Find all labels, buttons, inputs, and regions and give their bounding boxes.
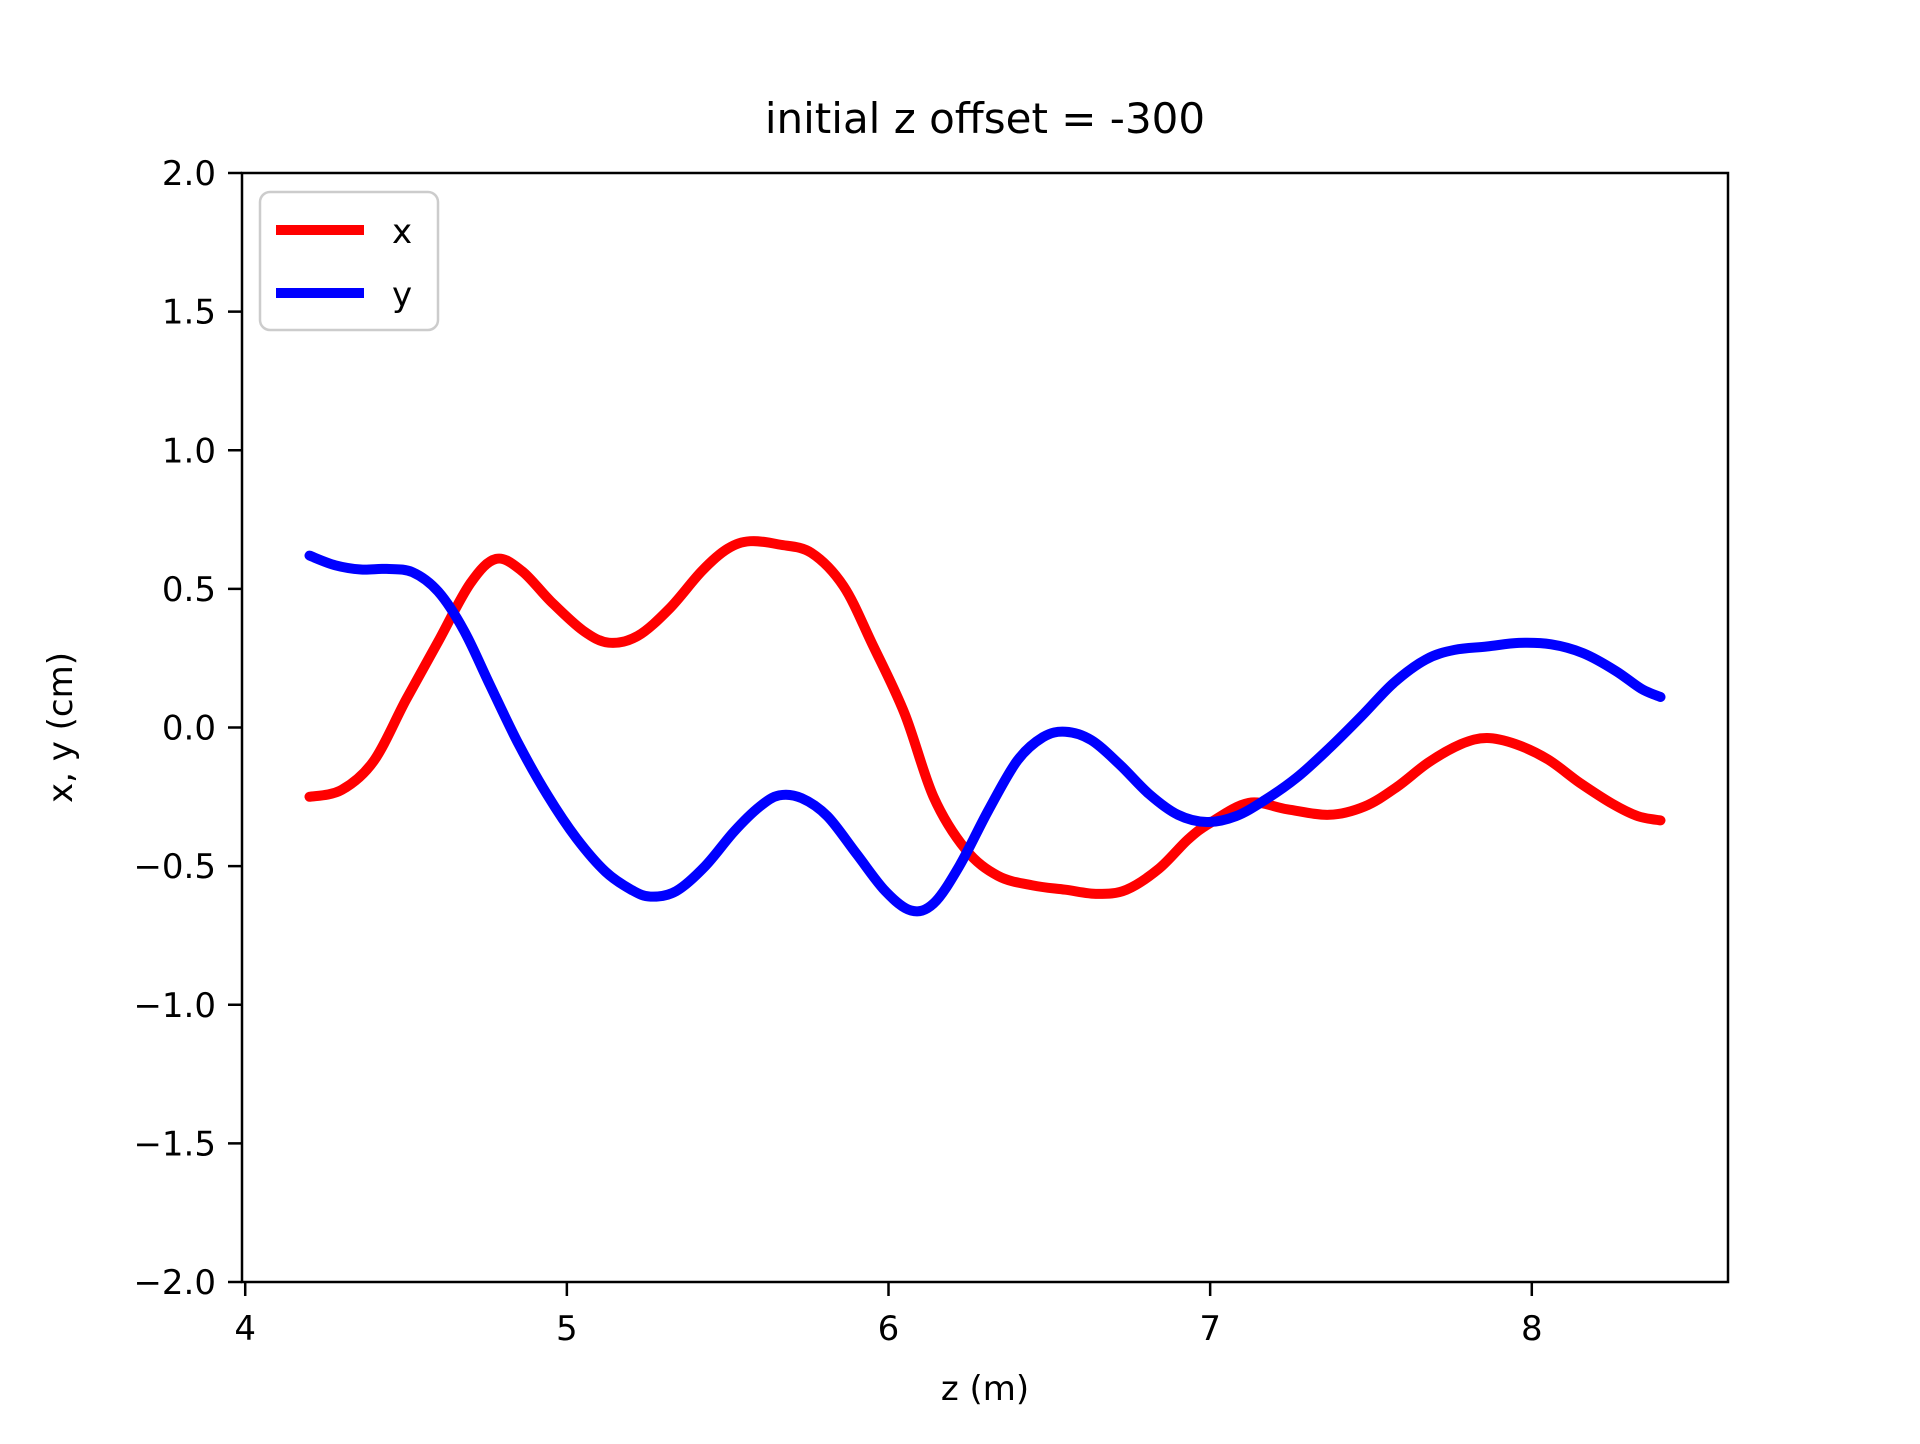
plot-border [240,171,1730,1284]
y-tick-label: 1.0 [162,431,216,471]
y-curve [304,550,1666,917]
x-axis-label: z (m) [941,1369,1029,1409]
chart-title: initial z offset = -300 [765,94,1205,143]
x-tick-label: 4 [234,1309,256,1349]
x-tick-label: 5 [556,1309,578,1349]
x-tick-label: 6 [878,1309,900,1349]
y-tick-label: −1.0 [133,986,216,1026]
y-tick-label: −1.5 [133,1124,216,1164]
legend: x y [258,190,440,332]
x-curve [304,536,1666,899]
y-tick-label: 0.5 [162,570,216,610]
legend-label-y: y [392,275,412,315]
x-tick-label: 7 [1199,1309,1221,1349]
legend-label-x: x [392,212,412,252]
y-tick-label: 1.5 [162,293,216,333]
y-axis-label: x, y (cm) [41,652,81,803]
y-tick-label: −0.5 [133,847,216,887]
y-tick-label: −2.0 [133,1263,216,1303]
y-tick-label: 2.0 [162,154,216,194]
y-tick-label: 0.0 [162,709,216,749]
x-tick-label: 8 [1521,1309,1543,1349]
